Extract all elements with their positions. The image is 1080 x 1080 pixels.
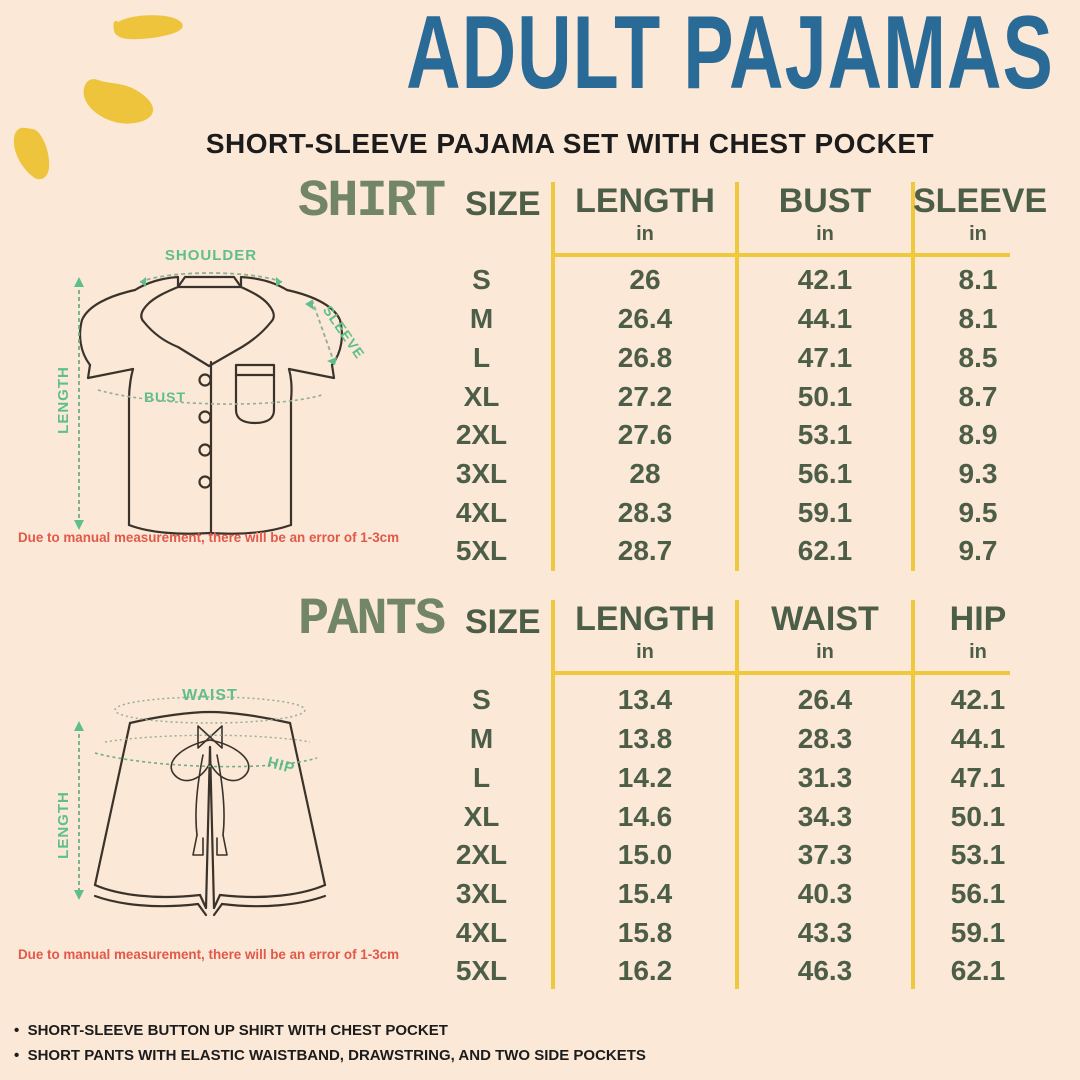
svg-text:LENGTH: LENGTH [55,791,72,859]
svg-text:WAIST: WAIST [182,687,238,704]
svg-text:Due to manual measurement, the: Due to manual measurement, there will be… [18,947,399,962]
